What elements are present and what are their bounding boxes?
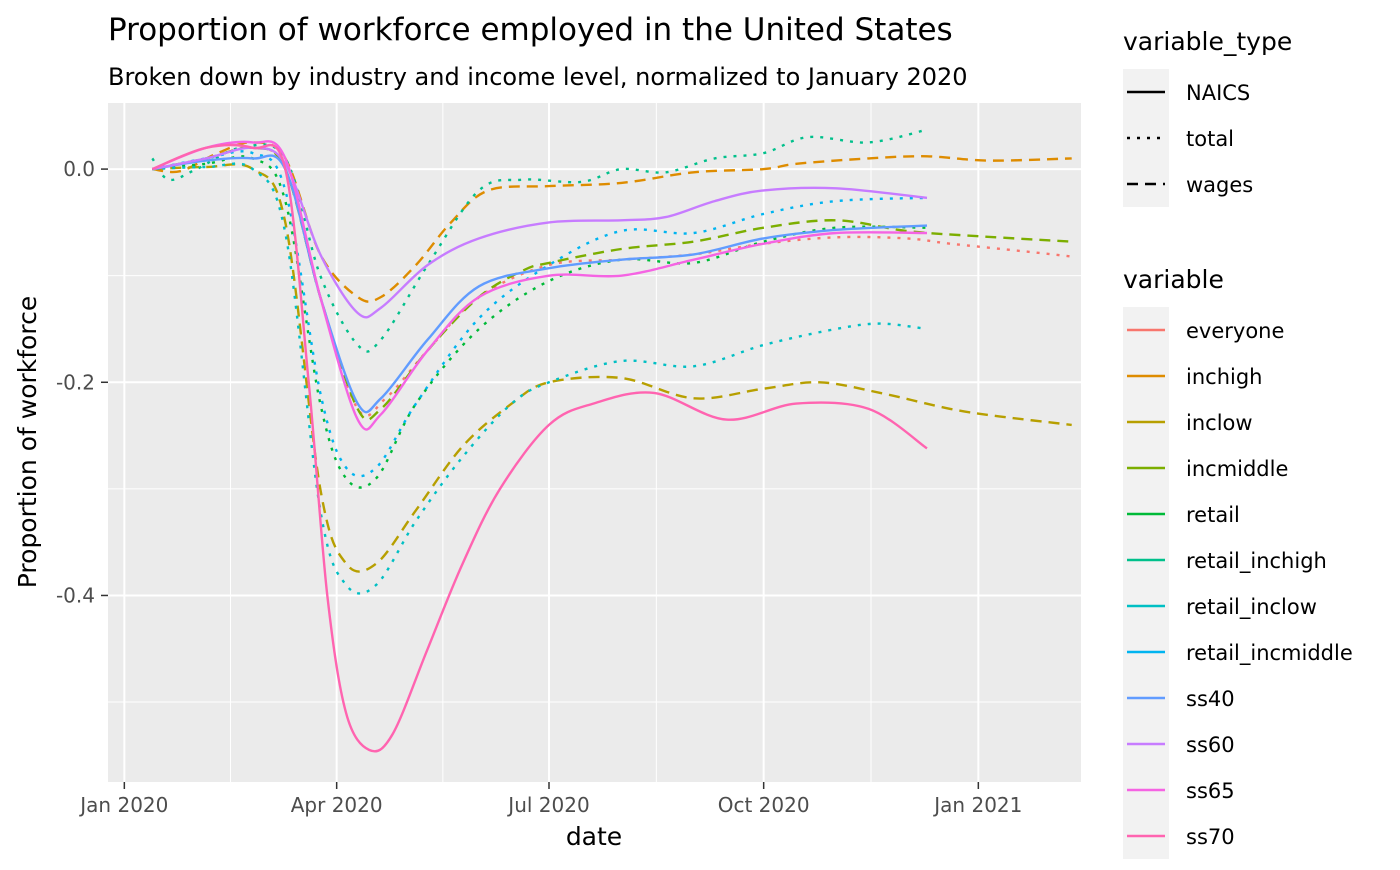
y-tick-label: -0.4 xyxy=(56,583,95,607)
legend-label: inclow xyxy=(1186,411,1253,435)
legend-linetype: NAICS total wages xyxy=(1123,69,1253,207)
y-axis-label: Proportion of workforce xyxy=(13,296,42,588)
chart-subtitle: Broken down by industry and income level… xyxy=(108,63,968,91)
legend-label: retail_incmiddle xyxy=(1186,641,1353,666)
series-line-retail_incmiddle xyxy=(152,150,928,478)
series-line-inclow xyxy=(152,163,1072,573)
series-line-retail_inclow xyxy=(152,162,928,595)
legend-key-bg xyxy=(1123,115,1169,161)
x-tick-label: Jul 2020 xyxy=(506,793,589,817)
legend-label: everyone xyxy=(1186,319,1284,343)
major-gridlines xyxy=(108,103,1081,782)
legend-label: ss60 xyxy=(1186,733,1235,757)
legend-label: retail xyxy=(1186,503,1240,527)
legend-label: wages xyxy=(1186,173,1253,197)
x-axis-label: date xyxy=(566,822,622,851)
series-layer xyxy=(151,128,1072,753)
legend-color: everyone inchigh inclow incmiddle retail reta… xyxy=(1123,307,1353,859)
legend-linetype-title: variable_type xyxy=(1123,27,1292,56)
series-line-ss40 xyxy=(152,154,928,414)
x-tick-label: Oct 2020 xyxy=(718,793,810,817)
x-axis-ticks: Jan 2020 Apr 2020 Jul 2020 Oct 2020 Jan 2021 xyxy=(78,782,1022,817)
y-tick-label: -0.2 xyxy=(56,370,95,394)
series-line-ss60 xyxy=(152,146,928,319)
legend-label: inchigh xyxy=(1186,365,1262,389)
chart-title: Proportion of workforce employed in the … xyxy=(108,12,953,48)
legend-label: ss70 xyxy=(1186,825,1235,849)
plot-panel xyxy=(108,103,1081,782)
y-axis-ticks: 0.0 -0.2 -0.4 xyxy=(56,157,108,607)
series-line-ss65 xyxy=(151,140,928,431)
x-tick-label: Apr 2020 xyxy=(291,793,383,817)
legend-label: ss65 xyxy=(1186,779,1235,803)
legend-label: incmiddle xyxy=(1186,457,1288,481)
legend-label: retail_inclow xyxy=(1186,595,1317,620)
legend-label: NAICS xyxy=(1186,81,1250,105)
x-tick-label: Jan 2020 xyxy=(78,793,168,817)
legend-color-title: variable xyxy=(1123,265,1224,294)
x-tick-label: Jan 2021 xyxy=(932,793,1022,817)
series-line-ss70 xyxy=(151,143,928,753)
legend-label: ss40 xyxy=(1186,687,1235,711)
legend-label: total xyxy=(1186,127,1234,151)
y-tick-label: 0.0 xyxy=(63,157,95,181)
legend-label: retail_inchigh xyxy=(1186,549,1327,574)
